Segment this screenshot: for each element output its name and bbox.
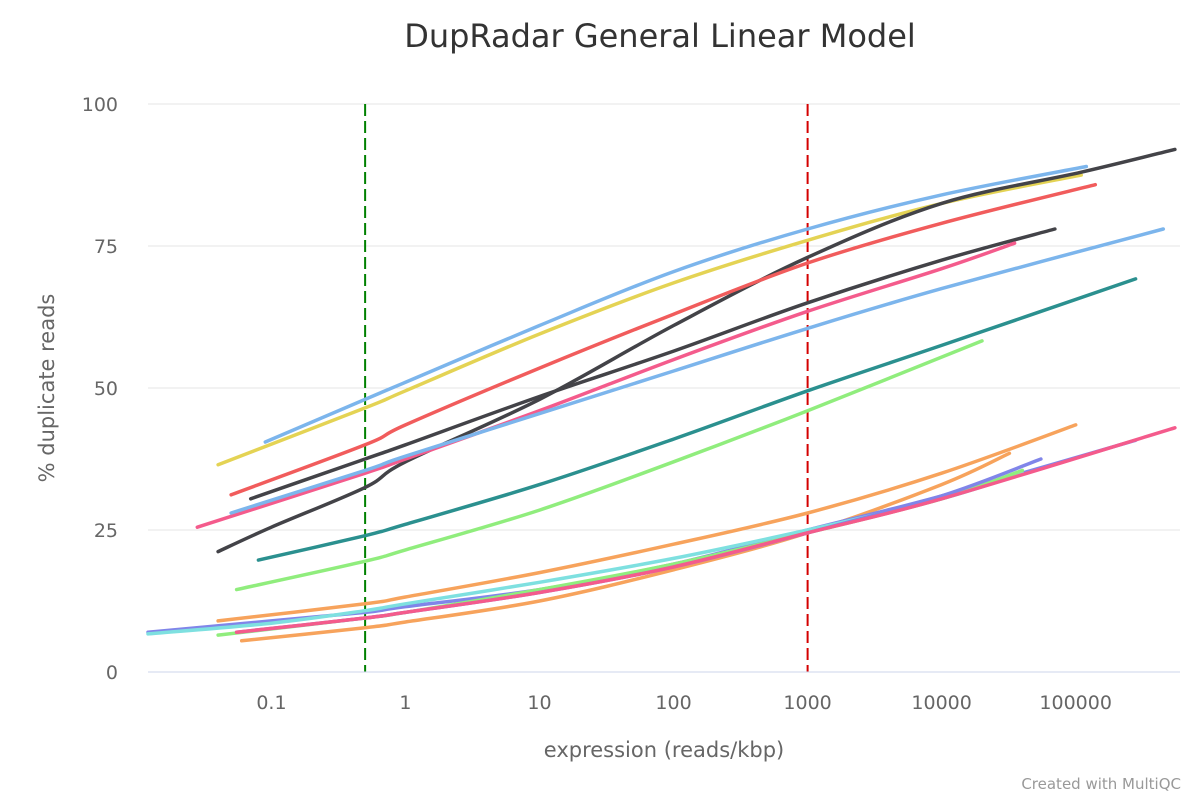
x-axis-title: expression (reads/kbp): [544, 738, 784, 762]
y-axis-ticks: 0 25 50 75 100: [82, 94, 118, 684]
series-line-6[interactable]: [195, 241, 1017, 529]
y-tick-label: 100: [82, 94, 118, 116]
y-axis-title: % duplicate reads: [35, 294, 59, 483]
reference-lines: [364, 104, 809, 672]
series-line-8[interactable]: [256, 277, 1138, 562]
gridlines: [148, 103, 1180, 531]
y-tick-label: 25: [94, 520, 118, 542]
series-lines: [146, 147, 1177, 643]
x-tick-label: 0.1: [256, 692, 286, 714]
x-tick-label: 100000: [1039, 692, 1112, 714]
series-line-10[interactable]: [216, 423, 1078, 623]
x-tick-label: 10: [527, 692, 551, 714]
series-line-9[interactable]: [234, 339, 984, 592]
series-line-4[interactable]: [229, 182, 1098, 497]
series-line-1[interactable]: [263, 164, 1089, 444]
series-line-7[interactable]: [229, 227, 1166, 515]
x-axis-ticks: 0.1 1 10 100 1000 10000 100000: [256, 692, 1112, 714]
y-tick-label: 75: [94, 236, 118, 258]
series-line-3[interactable]: [216, 147, 1177, 554]
credit-text[interactable]: Created with MultiQC: [1021, 775, 1181, 793]
y-tick-label: 0: [106, 662, 118, 684]
series-line-5[interactable]: [248, 227, 1057, 501]
series-line-16[interactable]: [234, 426, 1177, 634]
x-tick-label: 1: [399, 692, 411, 714]
chart-title: DupRadar General Linear Model: [404, 17, 916, 55]
x-tick-label: 100: [655, 692, 691, 714]
x-tick-label: 1000: [783, 692, 831, 714]
x-tick-label: 10000: [911, 692, 971, 714]
series-line-14[interactable]: [216, 468, 1025, 637]
y-tick-label: 50: [94, 378, 118, 400]
series-line-2[interactable]: [216, 173, 1083, 467]
series-line-11[interactable]: [239, 451, 1012, 643]
